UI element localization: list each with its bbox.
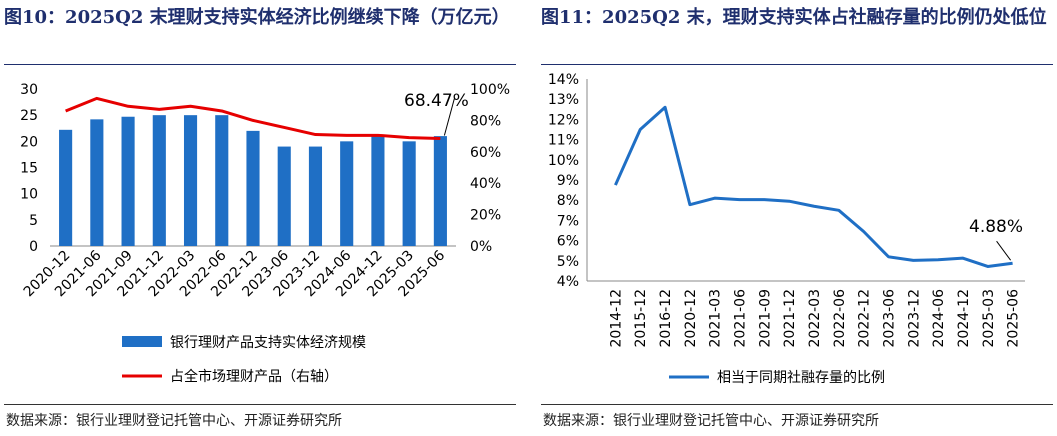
bar xyxy=(59,129,73,246)
right-panel: 图11：2025Q2 末，理财支持实体占社融存量的比例仍处低位 4% 5% 6% 7%… xyxy=(537,0,1057,436)
source-note: 数据来源：银行业理财登记托管中心、开源证券研究所 xyxy=(6,413,342,429)
left-panel: 图10：2025Q2 末理财支持实体经济比例继续下降（万亿元） 0 5 10 15 20… xyxy=(0,0,520,436)
bar xyxy=(277,146,291,246)
y-left-tick-label: 15 xyxy=(20,161,38,177)
y-tick-label: 5% xyxy=(557,254,579,270)
bar-line-chart: 0510152025300%20%40%60%80%100%68.47%2020… xyxy=(20,82,510,385)
y-tick-label: 8% xyxy=(557,193,579,209)
bar xyxy=(90,119,104,246)
x-tick-label: 2014-12 xyxy=(608,289,624,348)
y-right-tick-label: 40% xyxy=(470,176,501,192)
bar xyxy=(152,115,166,246)
x-tick-label: 2024-06 xyxy=(931,289,947,348)
x-tick-label: 2015-12 xyxy=(633,289,649,348)
bar xyxy=(308,146,323,246)
source-rule xyxy=(541,404,1053,405)
line-chart: 4% 5% 6% 7% 8% 9% 10% 11% 12% 13% 14% 4.88% 2014-12 2… xyxy=(548,72,1025,386)
y-tick-label: 7% xyxy=(557,213,579,229)
y-left-tick-label: 5 xyxy=(29,213,38,229)
x-tick-label: 2022-06 xyxy=(832,289,848,348)
x-tick-label: 2021-06 xyxy=(733,289,749,348)
y-tick-label: 10% xyxy=(548,153,579,169)
x-tick-label: 2021-09 xyxy=(757,289,773,348)
annotation-leader xyxy=(996,240,1011,261)
data-label: 68.47% xyxy=(404,91,469,111)
bar xyxy=(246,130,260,246)
bar xyxy=(402,141,416,246)
series-line xyxy=(614,105,1013,268)
title-rule xyxy=(541,64,1053,65)
figure-10-title: 图10：2025Q2 末理财支持实体经济比例继续下降（万亿元） xyxy=(4,7,510,28)
x-tick-label: 2025-06 xyxy=(1006,289,1022,348)
x-tick-label: 2020-12 xyxy=(683,289,699,348)
y-right-tick-label: 60% xyxy=(470,145,501,161)
y-tick-label: 12% xyxy=(548,112,579,128)
y-left-tick-label: 30 xyxy=(20,82,38,98)
data-label: 4.88% xyxy=(969,217,1023,237)
x-tick-label: 2021-03 xyxy=(708,289,724,348)
bar xyxy=(215,115,229,246)
legend-label: 银行理财产品支持实体经济规模 xyxy=(170,335,366,351)
x-tick-label: 2016-12 xyxy=(658,289,674,348)
legend-swatch-bar xyxy=(122,336,162,347)
x-tick-label: 2022-12 xyxy=(857,289,873,348)
figure-11-title: 图11：2025Q2 末，理财支持实体占社融存量的比例仍处低位 xyxy=(541,7,1047,28)
legend-label: 占全市场理财产品（右轴） xyxy=(170,368,338,385)
y-right-tick-label: 80% xyxy=(470,113,501,129)
y-right-tick-label: 20% xyxy=(470,208,501,224)
y-right-tick-label: 0% xyxy=(470,239,492,255)
y-tick-label: 4% xyxy=(557,274,579,290)
y-right-tick-label: 100% xyxy=(470,82,510,98)
source-note: 数据来源：银行业理财登记托管中心、开源证券研究所 xyxy=(543,413,879,429)
source-rule xyxy=(4,404,516,405)
y-tick-label: 9% xyxy=(557,173,579,189)
x-tick-label: 2021-12 xyxy=(782,289,798,348)
y-left-tick-label: 0 xyxy=(29,239,38,255)
bar xyxy=(183,115,198,246)
x-tick-label: 2023-06 xyxy=(881,289,897,348)
y-left-tick-label: 20 xyxy=(20,134,38,150)
x-tick-label: 2022-03 xyxy=(807,289,823,348)
annotation-leader xyxy=(443,98,455,136)
bar xyxy=(371,136,385,246)
y-tick-label: 13% xyxy=(548,92,579,108)
bar xyxy=(121,116,135,246)
series-line xyxy=(65,96,441,141)
y-left-tick-label: 25 xyxy=(20,108,38,124)
y-left-tick-label: 10 xyxy=(20,187,38,203)
bar xyxy=(340,141,354,246)
y-tick-label: 14% xyxy=(548,72,579,88)
y-tick-label: 11% xyxy=(548,133,579,149)
title-rule xyxy=(4,64,516,65)
y-tick-label: 6% xyxy=(557,234,579,250)
bar xyxy=(433,136,447,246)
legend-label: 相当于同期社融存量的比例 xyxy=(717,370,885,386)
x-tick-label: 2023-12 xyxy=(906,289,922,348)
x-tick-label: 2024-12 xyxy=(956,289,972,348)
x-tick-label: 2025-03 xyxy=(981,289,997,348)
